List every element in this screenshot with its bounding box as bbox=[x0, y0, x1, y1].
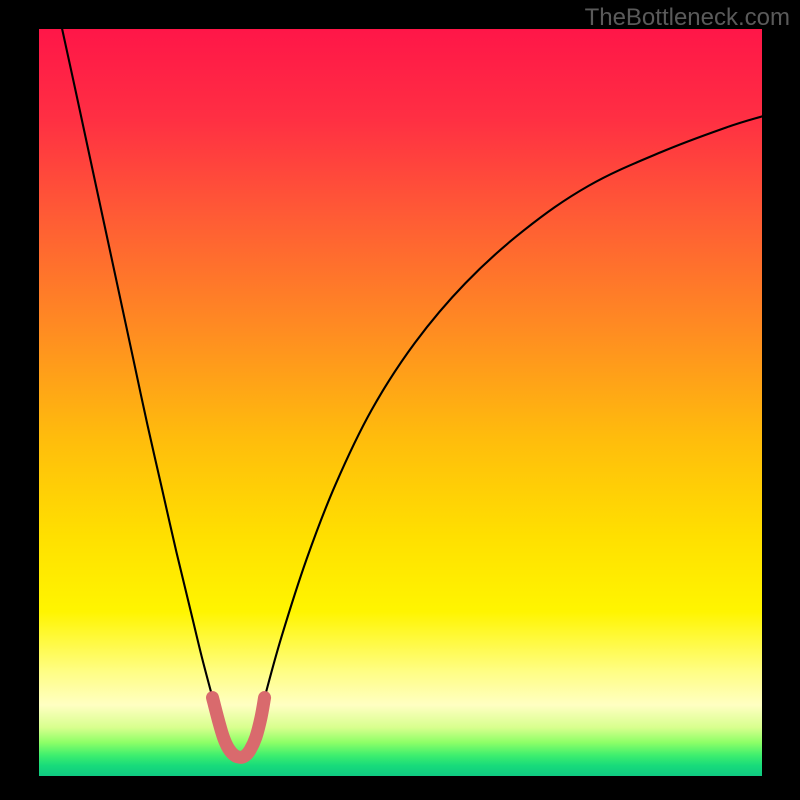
plot-background-gradient bbox=[39, 29, 762, 776]
watermark-text: TheBottleneck.com bbox=[585, 4, 790, 32]
bottleneck-chart bbox=[0, 0, 800, 800]
chart-canvas: TheBottleneck.com bbox=[0, 0, 800, 800]
